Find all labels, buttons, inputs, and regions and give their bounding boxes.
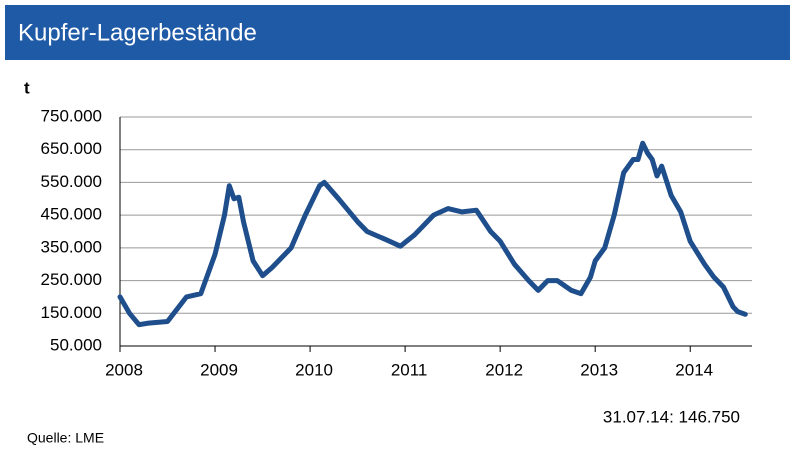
title-bar: [5, 5, 790, 60]
x-tick-label: 2013: [580, 360, 618, 379]
y-tick-label: 750.000: [41, 106, 102, 125]
y-axis-label: t: [24, 78, 30, 97]
y-tick-label: 350.000: [41, 237, 102, 256]
y-tick-label: 450.000: [41, 205, 102, 224]
x-tick-label: 2014: [675, 360, 713, 379]
y-tick-label: 150.000: [41, 303, 102, 322]
data-line: [117, 140, 748, 328]
x-tick-label: 2012: [485, 360, 523, 379]
y-tick-label: 50.000: [50, 335, 102, 354]
x-tick-label: 2009: [200, 360, 238, 379]
source: Quelle: LME: [27, 430, 104, 446]
y-tick-label: 650.000: [41, 139, 102, 158]
x-tick-label: 2010: [295, 360, 333, 379]
y-tick-label: 250.000: [41, 270, 102, 289]
x-tick-label: 2011: [391, 360, 428, 379]
annotation: 31.07.14: 146.750: [603, 407, 740, 426]
y-tick-label: 550.000: [41, 172, 102, 191]
x-tick-label: 2008: [105, 360, 143, 379]
chart-title: Kupfer-Lagerbestände: [18, 19, 257, 46]
